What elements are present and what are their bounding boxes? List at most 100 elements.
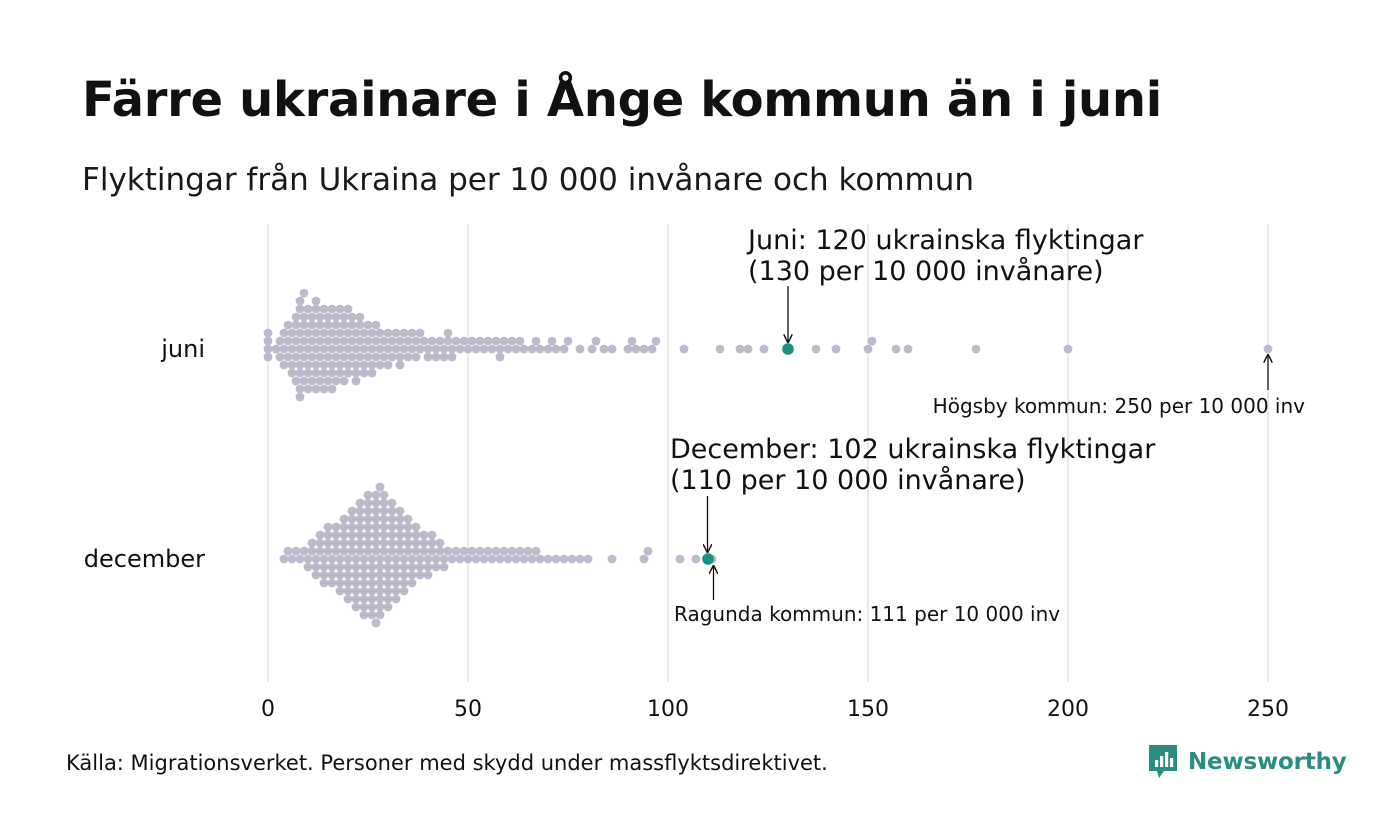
dot-december-157 bbox=[407, 578, 417, 588]
dot-december-163 bbox=[415, 562, 425, 572]
dot-juni-161 bbox=[451, 336, 461, 346]
dot-juni-114 bbox=[363, 352, 373, 362]
dot-december-120 bbox=[383, 570, 393, 580]
dot-december-30 bbox=[331, 530, 341, 540]
dot-juni-183 bbox=[543, 344, 553, 354]
dot-december-71 bbox=[359, 578, 369, 588]
dot-december-200 bbox=[523, 546, 533, 556]
dot-december-152 bbox=[403, 522, 413, 532]
dot-december-117 bbox=[379, 490, 389, 500]
dot-december-21 bbox=[323, 538, 333, 548]
dot-december-68 bbox=[359, 554, 369, 564]
dot-december-4 bbox=[295, 554, 305, 564]
dot-december-62 bbox=[355, 538, 365, 548]
dot-december-183 bbox=[455, 554, 465, 564]
dot-juni-42 bbox=[307, 336, 317, 346]
dot-december-197 bbox=[511, 554, 521, 564]
svg-text:Ragunda kommun: 111 per 10 000: Ragunda kommun: 111 per 10 000 inv bbox=[674, 602, 1060, 626]
dot-december-59 bbox=[351, 594, 361, 604]
dot-juni-3 bbox=[263, 328, 273, 338]
dot-juni-13 bbox=[287, 344, 297, 354]
dot-december-211 bbox=[639, 554, 649, 564]
dot-juni-5 bbox=[275, 336, 285, 346]
dot-juni-60 bbox=[319, 328, 329, 338]
dot-december-6 bbox=[303, 554, 313, 564]
dot-juni-64 bbox=[319, 384, 329, 394]
dot-december-13 bbox=[315, 546, 325, 556]
dot-december-46 bbox=[343, 586, 353, 596]
dot-december-168 bbox=[423, 554, 433, 564]
dot-juni-181 bbox=[531, 336, 541, 346]
dot-december-210 bbox=[607, 554, 617, 564]
dot-juni-18 bbox=[291, 352, 301, 362]
dot-december-182 bbox=[451, 546, 461, 556]
dot-december-169 bbox=[423, 562, 433, 572]
dot-december-65 bbox=[355, 514, 365, 524]
dot-juni-52 bbox=[311, 384, 321, 394]
dot-juni-173 bbox=[495, 352, 505, 362]
dot-juni-14 bbox=[287, 328, 297, 338]
dot-juni-180 bbox=[527, 344, 537, 354]
dot-december-1 bbox=[283, 546, 293, 556]
dot-juni-199 bbox=[679, 344, 689, 354]
dot-juni-104 bbox=[351, 376, 361, 386]
dot-december-209 bbox=[583, 554, 593, 564]
dot-juni-103 bbox=[351, 368, 361, 378]
dot-juni-201 bbox=[735, 344, 745, 354]
dot-december-143 bbox=[395, 506, 405, 516]
dot-juni-113 bbox=[363, 336, 373, 346]
dot-juni-178 bbox=[515, 336, 525, 346]
dot-december-132 bbox=[391, 554, 401, 564]
dot-december-148 bbox=[399, 586, 409, 596]
dot-december-84 bbox=[367, 554, 377, 564]
dot-juni-205 bbox=[831, 344, 841, 354]
dot-juni-167 bbox=[475, 336, 485, 346]
dot-december-33 bbox=[335, 562, 345, 572]
dot-december-161 bbox=[411, 522, 421, 532]
dot-december-188 bbox=[475, 546, 485, 556]
dot-december-70 bbox=[359, 570, 369, 580]
dot-december-49 bbox=[347, 538, 357, 548]
dot-december-107 bbox=[375, 602, 385, 612]
dot-juni-202 bbox=[743, 344, 753, 354]
dot-december-27 bbox=[327, 578, 337, 588]
dot-december-121 bbox=[383, 578, 393, 588]
dot-juni-210 bbox=[971, 344, 981, 354]
dot-december-28 bbox=[331, 546, 341, 556]
dot-december-128 bbox=[387, 522, 397, 532]
dot-december-147 bbox=[399, 578, 409, 588]
dot-december-205 bbox=[551, 554, 561, 564]
dot-juni-200 bbox=[715, 344, 725, 354]
dot-december-158 bbox=[411, 546, 421, 556]
dot-juni-158 bbox=[443, 328, 453, 338]
annotation-juni-max: Högsby kommun: 250 per 10 000 inv bbox=[933, 355, 1305, 418]
dot-juni-209 bbox=[903, 344, 913, 354]
dot-december-37 bbox=[339, 546, 349, 556]
newsworthy-logo: Newsworthy bbox=[1148, 744, 1347, 780]
dot-december-56 bbox=[351, 570, 361, 580]
dot-juni-66 bbox=[323, 352, 333, 362]
dot-juni-155 bbox=[439, 344, 449, 354]
dot-december-142 bbox=[395, 514, 405, 524]
dot-juni-84 bbox=[335, 368, 345, 378]
source-note: Källa: Migrationsverket. Personer med sk… bbox=[66, 751, 828, 775]
dot-juni-87 bbox=[339, 352, 349, 362]
dot-december-145 bbox=[399, 562, 409, 572]
dot-juni-169 bbox=[483, 336, 493, 346]
dot-december-19 bbox=[319, 578, 329, 588]
dot-december-12 bbox=[311, 570, 321, 580]
dot-juni-50 bbox=[311, 368, 321, 378]
dot-december-58 bbox=[351, 586, 361, 596]
dot-december-113 bbox=[379, 522, 389, 532]
dot-december-15 bbox=[315, 530, 325, 540]
dot-juni-176 bbox=[507, 336, 517, 346]
dot-december-79 bbox=[363, 522, 373, 532]
dot-december-194 bbox=[499, 546, 509, 556]
dot-juni-190 bbox=[591, 336, 601, 346]
dot-december-173 bbox=[427, 530, 437, 540]
dot-december-171 bbox=[427, 546, 437, 556]
dot-juni-197 bbox=[647, 344, 657, 354]
dot-december-18 bbox=[319, 570, 329, 580]
dot-juni-102 bbox=[351, 360, 361, 370]
dot-juni-156 bbox=[439, 352, 449, 362]
